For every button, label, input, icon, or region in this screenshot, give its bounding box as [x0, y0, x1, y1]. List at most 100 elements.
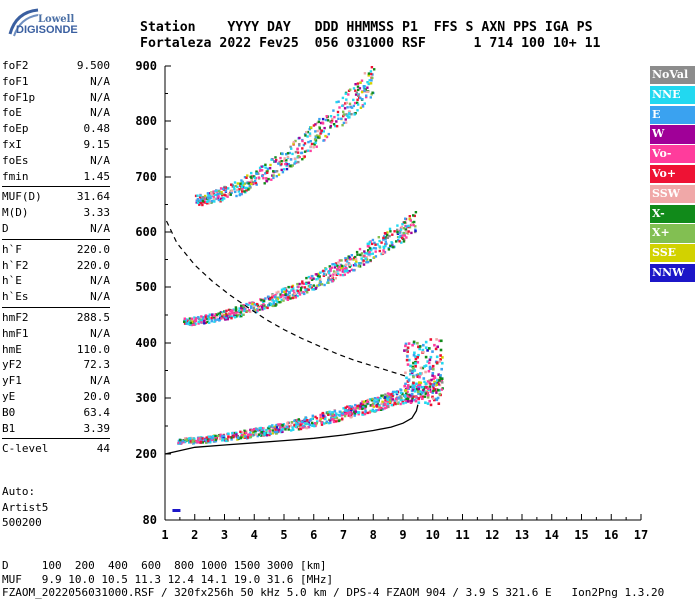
echo-point	[241, 190, 244, 193]
param-value: 288.5	[76, 310, 110, 324]
echo-point	[188, 441, 191, 444]
echo-point	[290, 429, 293, 432]
echo-point	[234, 311, 237, 315]
echo-point	[214, 197, 217, 201]
echo-point	[217, 198, 221, 202]
echo-point	[381, 251, 385, 255]
echo-point	[417, 345, 420, 349]
echo-point	[218, 318, 222, 321]
echo-trace	[183, 211, 418, 327]
echo-point	[407, 393, 410, 397]
echo-point	[405, 376, 408, 380]
echo-point	[408, 217, 411, 221]
echo-point	[227, 193, 230, 196]
legend-item: Vo+	[650, 164, 695, 184]
echo-point	[348, 112, 351, 115]
echo-point	[243, 182, 247, 185]
echo-point	[371, 91, 374, 94]
echo-point	[405, 397, 408, 400]
echo-point	[201, 203, 204, 207]
echo-point	[252, 182, 255, 185]
echo-point	[404, 217, 407, 220]
echo-point	[363, 102, 366, 105]
echo-point	[327, 413, 330, 416]
echo-point	[377, 408, 380, 412]
echo-trace	[194, 66, 376, 207]
echo-point	[436, 379, 439, 382]
echo-point	[335, 100, 338, 104]
echo-point	[366, 260, 370, 264]
echo-point	[238, 307, 241, 310]
echo-point	[332, 270, 336, 273]
echo-point	[218, 434, 221, 437]
echo-point	[285, 159, 288, 162]
echo-point	[349, 416, 353, 419]
echo-point	[245, 186, 249, 190]
param-value: 20.0	[83, 389, 111, 403]
echo-point	[280, 163, 283, 166]
autoscaling-info: Auto: Artist5 500200	[2, 484, 48, 531]
echo-point	[327, 271, 331, 275]
echo-point	[382, 404, 385, 407]
legend-item: NoVal	[650, 66, 695, 85]
echo-point	[208, 321, 211, 324]
echo-point	[251, 302, 254, 306]
echo-point	[358, 265, 362, 268]
echo-point	[393, 401, 396, 405]
echo-point	[360, 252, 364, 255]
echo-point	[247, 303, 250, 307]
echo-point	[232, 435, 235, 438]
echo-point	[439, 375, 442, 379]
echo-point	[396, 232, 400, 235]
echo-point	[398, 236, 401, 239]
echo-point	[364, 407, 367, 410]
echo-point	[346, 106, 349, 109]
echo-point	[378, 239, 381, 243]
echo-point	[285, 425, 289, 428]
echo-point	[261, 305, 264, 309]
echo-point	[200, 201, 203, 205]
echo-point	[371, 402, 375, 406]
echo-point	[437, 402, 441, 405]
echo-point	[409, 219, 412, 222]
echo-point	[296, 147, 299, 150]
echo-point	[275, 170, 279, 173]
echo-point	[394, 397, 398, 401]
echo-point	[440, 388, 443, 391]
param-value: 220.0	[76, 258, 110, 272]
echo-point	[209, 200, 212, 203]
echo-point	[239, 311, 242, 314]
x-tick-label: 10	[426, 528, 440, 542]
param-value: N/A	[90, 290, 110, 304]
echo-point	[404, 342, 408, 346]
echo-point	[341, 124, 344, 127]
echo-point	[375, 404, 379, 407]
echo-point	[230, 436, 233, 439]
echo-point	[297, 160, 300, 164]
echo-point	[399, 391, 403, 395]
echo-point	[267, 295, 270, 298]
echo-point	[404, 399, 407, 402]
echo-point	[417, 382, 421, 386]
echo-point	[301, 426, 304, 429]
echo-point	[323, 415, 326, 418]
echo-point	[230, 191, 233, 194]
echo-point	[392, 390, 395, 394]
echo-point	[418, 375, 421, 379]
echo-point	[347, 93, 350, 96]
echo-point	[355, 260, 358, 263]
echo-point	[359, 405, 362, 408]
echo-point	[418, 381, 421, 384]
echo-point	[300, 422, 304, 425]
echo-point	[435, 382, 438, 385]
echo-point	[250, 176, 253, 179]
echo-point	[379, 408, 383, 411]
echo-point	[201, 316, 205, 319]
echo-point	[410, 399, 413, 403]
echo-point	[273, 427, 276, 430]
echo-point	[256, 434, 259, 438]
x-tick-label: 15	[574, 528, 588, 542]
echo-point	[390, 245, 393, 249]
echo-point	[305, 426, 308, 430]
echo-point	[198, 438, 201, 442]
